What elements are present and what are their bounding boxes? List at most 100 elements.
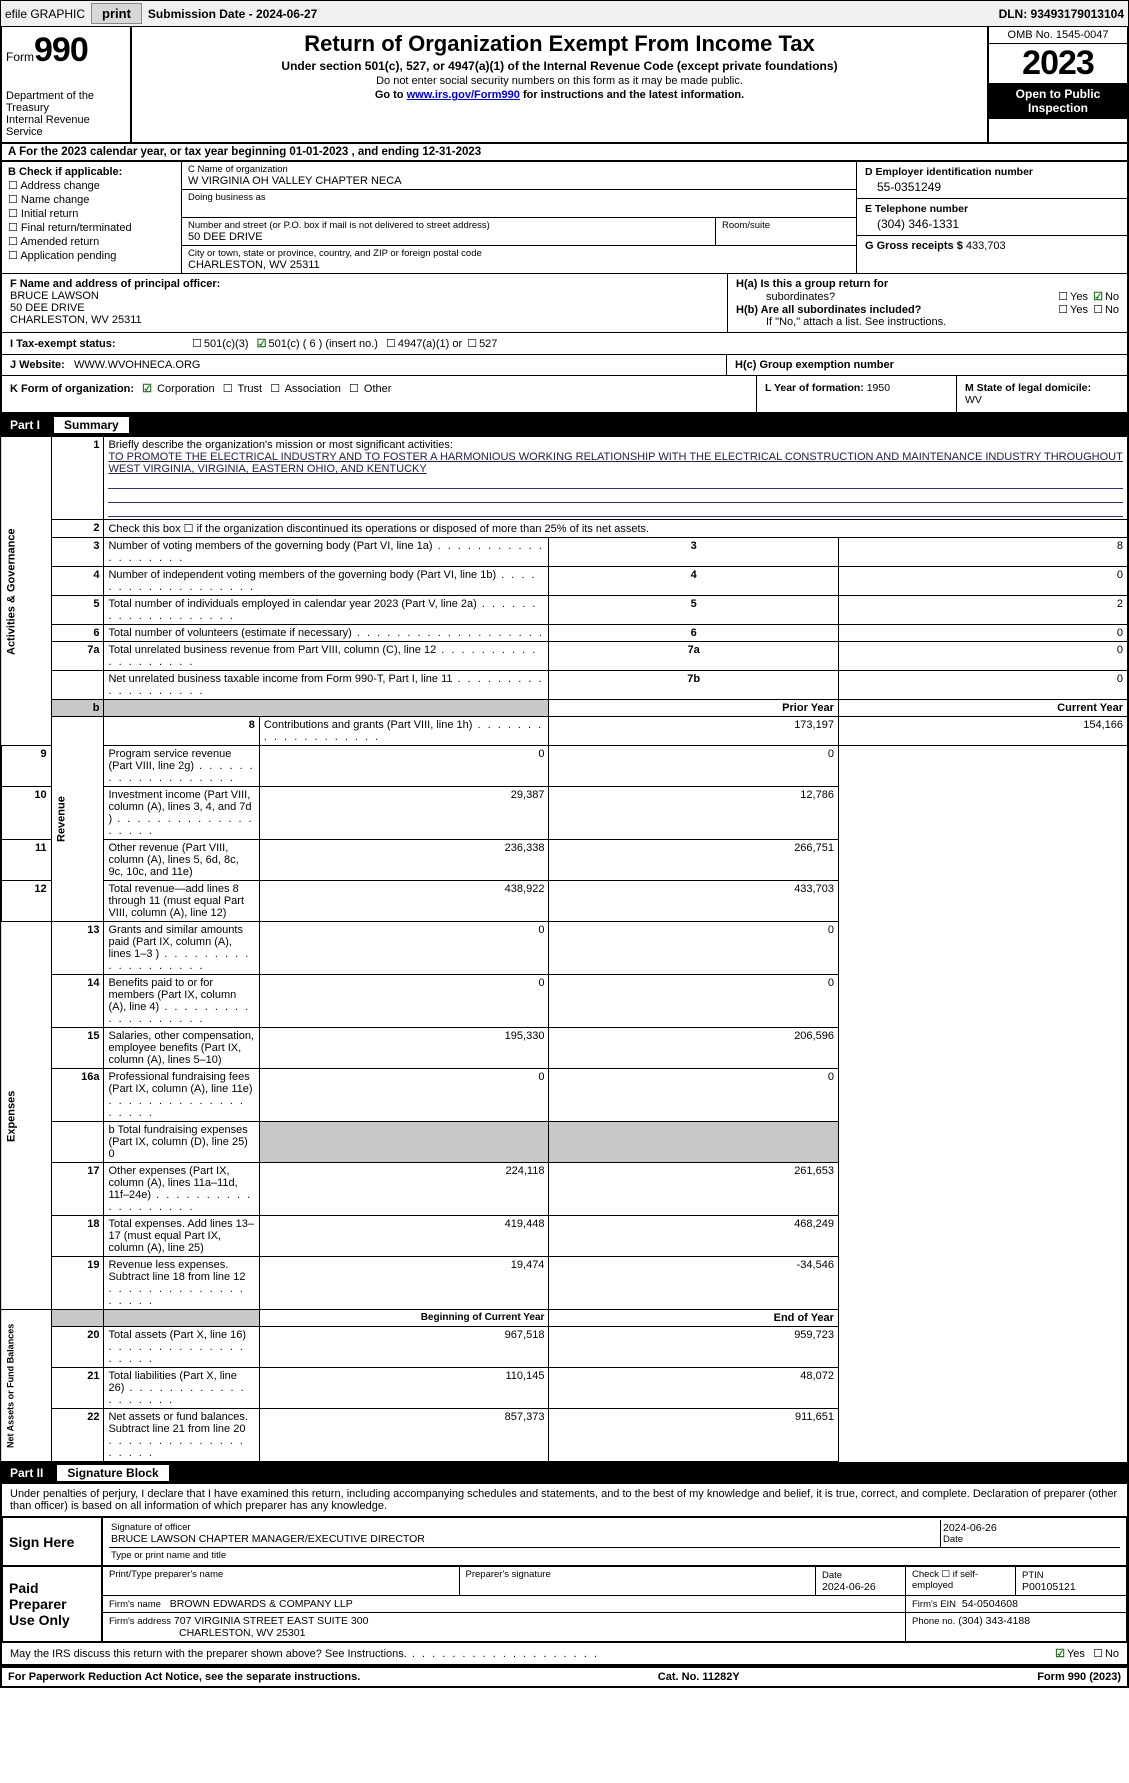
c-city-value: CHARLESTON, WV 25311 <box>188 259 850 271</box>
ha-sub: subordinates? <box>736 291 1056 303</box>
footer-right: Form 990 (2023) <box>1037 1671 1121 1683</box>
chk-name-change[interactable]: Name change <box>8 193 175 206</box>
k-other-box[interactable] <box>347 383 361 395</box>
row-i-status: I Tax-exempt status: 501(c)(3) 501(c) ( … <box>0 332 1129 354</box>
col-current-year: Current Year <box>838 700 1128 717</box>
discuss-yes-box[interactable] <box>1053 1647 1067 1660</box>
l16b-text: b Total fundraising expenses (Part IX, c… <box>104 1122 259 1163</box>
pp-date: 2024-06-26 <box>822 1581 876 1593</box>
c-dba-label: Doing business as <box>188 192 850 203</box>
k-assoc-box[interactable] <box>268 383 282 395</box>
col-end-year: End of Year <box>549 1310 839 1327</box>
type-name-label: Type or print name and title <box>109 1548 1120 1563</box>
i-501c3-box[interactable] <box>190 337 204 350</box>
c-street-value: 50 DEE DRIVE <box>188 231 709 243</box>
officer-name: BRUCE LAWSON CHAPTER MANAGER/EXECUTIVE D… <box>111 1533 938 1545</box>
vtab-expenses: Expenses <box>1 922 51 1310</box>
l18-text: Total expenses. Add lines 13–17 (must eq… <box>104 1216 259 1257</box>
chk-amended[interactable]: Amended return <box>8 235 175 248</box>
k-corp-box[interactable] <box>140 383 154 395</box>
l14-text: Benefits paid to or for members (Part IX… <box>104 975 259 1028</box>
row-klm: K Form of organization: Corporation Trus… <box>0 375 1129 414</box>
line-a-tax-year: A For the 2023 calendar year, or tax yea… <box>0 144 1129 162</box>
discuss-no-box[interactable] <box>1091 1647 1105 1660</box>
l7a-text: Total unrelated business revenue from Pa… <box>104 642 549 671</box>
l7b-text: Net unrelated business taxable income fr… <box>104 671 549 700</box>
irs-link[interactable]: www.irs.gov/Form990 <box>407 89 520 101</box>
firm-phone: (304) 343-4188 <box>958 1615 1030 1627</box>
omb-number: OMB No. 1545-0047 <box>989 27 1127 44</box>
l20-text: Total assets (Part X, line 16) <box>104 1327 259 1368</box>
hb-no-box[interactable] <box>1091 304 1105 316</box>
dept-line-1: Department of the Treasury <box>6 90 126 114</box>
l8-prior: 173,197 <box>549 717 839 746</box>
l11-text: Other revenue (Part VIII, column (A), li… <box>104 840 259 881</box>
part-2-title: Signature Block <box>57 1465 168 1481</box>
chk-address-change[interactable]: Address change <box>8 179 175 192</box>
part-1-table: Activities & Governance 1 Briefly descri… <box>0 436 1129 1462</box>
hb-label: H(b) Are all subordinates included? <box>736 304 921 316</box>
e-tel-value: (304) 346-1331 <box>865 215 1119 231</box>
firm-addr-1: 707 VIRGINIA STREET EAST SUITE 300 <box>174 1615 369 1627</box>
ha-no-box[interactable] <box>1091 291 1105 303</box>
form-header: Form990 Department of the Treasury Inter… <box>0 27 1129 144</box>
i-4947-box[interactable] <box>384 337 398 350</box>
form-subtitle-3: Go to www.irs.gov/Form990 for instructio… <box>142 89 977 101</box>
open-to-public: Open to Public Inspection <box>989 83 1127 119</box>
tax-year: 2023 <box>989 44 1127 83</box>
k-trust-box[interactable] <box>221 383 235 395</box>
column-d-e-g: D Employer identification number 55-0351… <box>857 162 1127 273</box>
hb-yes-box[interactable] <box>1056 304 1070 316</box>
j-website: WWW.WVOHNECA.ORG <box>74 359 201 371</box>
firm-addr-2: CHARLESTON, WV 25301 <box>109 1627 305 1639</box>
l4-val: 0 <box>838 567 1128 596</box>
c-name-value: W VIRGINIA OH VALLEY CHAPTER NECA <box>188 175 850 187</box>
part-1-num: Part I <box>10 418 50 432</box>
part-2-header: Part II Signature Block <box>0 1462 1129 1484</box>
chk-initial-return[interactable]: Initial return <box>8 207 175 220</box>
vtab-net-assets: Net Assets or Fund Balances <box>1 1310 51 1462</box>
block-fh: F Name and address of principal officer:… <box>0 273 1129 332</box>
i-501c-box[interactable] <box>255 337 269 350</box>
hb-note: If "No," attach a list. See instructions… <box>736 316 1119 328</box>
jurat-text: Under penalties of perjury, I declare th… <box>2 1484 1127 1517</box>
chk-app-pending[interactable]: Application pending <box>8 249 175 262</box>
column-h-group: H(a) Is this a group return for subordin… <box>727 274 1127 332</box>
c-street-label: Number and street (or P.O. box if mail i… <box>188 220 709 231</box>
i-527-box[interactable] <box>465 337 479 350</box>
signature-block: Under penalties of perjury, I declare th… <box>0 1484 1129 1666</box>
page-footer: For Paperwork Reduction Act Notice, see … <box>0 1666 1129 1688</box>
sig-date: 2024-06-26 <box>943 1522 1118 1534</box>
mission-blank-2 <box>108 489 1123 503</box>
l3-text: Number of voting members of the governin… <box>104 538 549 567</box>
vtab-governance: Activities & Governance <box>1 437 51 746</box>
pp-name-label: Print/Type preparer's name <box>103 1567 460 1595</box>
ha-yes-box[interactable] <box>1056 291 1070 303</box>
part-1-header: Part I Summary <box>0 414 1129 436</box>
ha-boxes: Yes No <box>1056 290 1119 303</box>
pp-self-emp: Check ☐ if self-employed <box>906 1567 1016 1595</box>
firm-name: BROWN EDWARDS & COMPANY LLP <box>170 1598 353 1610</box>
c-room-label: Room/suite <box>716 218 856 245</box>
print-button[interactable]: print <box>91 3 142 24</box>
l9-text: Program service revenue (Part VIII, line… <box>104 746 259 787</box>
pp-sig-label: Preparer's signature <box>460 1567 817 1595</box>
e-tel-label: E Telephone number <box>865 203 1119 215</box>
l5-text: Total number of individuals employed in … <box>104 596 549 625</box>
hc-label: H(c) Group exemption number <box>735 359 894 371</box>
topbar: efile GRAPHIC print Submission Date - 20… <box>0 0 1129 27</box>
l-year: 1950 <box>867 382 890 394</box>
footer-mid: Cat. No. 11282Y <box>658 1671 740 1683</box>
dln-label: DLN: 93493179013104 <box>999 7 1124 21</box>
mission-blank-1 <box>108 475 1123 489</box>
k-label: K Form of organization: <box>10 383 134 395</box>
m-label: M State of legal domicile: <box>965 382 1091 394</box>
part-2-num: Part II <box>10 1466 53 1480</box>
firm-ein: 54-0504608 <box>962 1598 1018 1610</box>
l2-text: Check this box ☐ if the organization dis… <box>104 520 1128 538</box>
chk-final-return[interactable]: Final return/terminated <box>8 221 175 234</box>
l12-text: Total revenue—add lines 8 through 11 (mu… <box>104 881 259 922</box>
footer-left: For Paperwork Reduction Act Notice, see … <box>8 1671 360 1683</box>
i-label: I Tax-exempt status: <box>10 338 190 350</box>
d-ein-label: D Employer identification number <box>865 166 1119 178</box>
